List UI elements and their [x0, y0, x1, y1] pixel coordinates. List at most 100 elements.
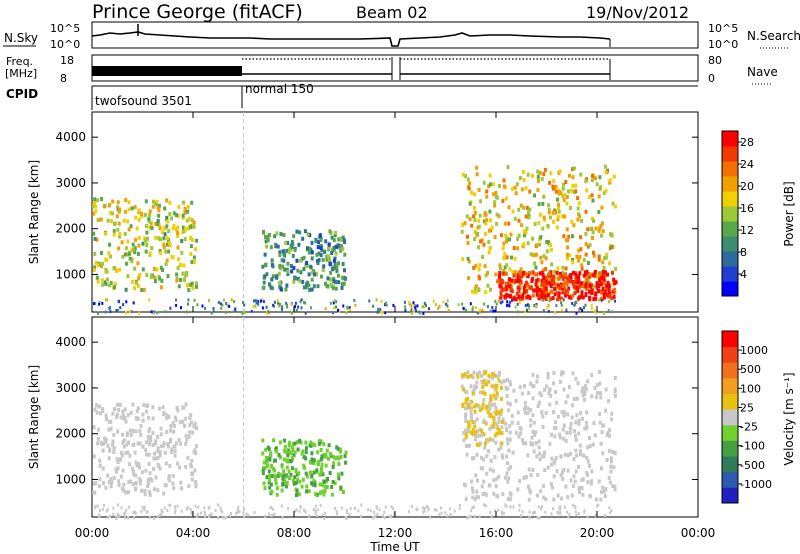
echo-cell — [569, 205, 572, 210]
echo-cell — [270, 277, 274, 282]
echo-cell — [535, 379, 539, 384]
echo-cell — [495, 431, 499, 436]
echo-cell — [360, 503, 363, 507]
echo-cell — [138, 273, 142, 277]
echo-cell — [122, 444, 126, 449]
echo-cell — [323, 517, 326, 520]
echo-cell — [544, 282, 548, 287]
echo-cell — [524, 441, 528, 446]
echo-cell — [107, 427, 111, 432]
echo-cell — [473, 210, 477, 215]
echo-cell — [542, 287, 546, 292]
echo-cell — [512, 273, 516, 278]
echo-cell — [337, 472, 340, 477]
echo-cell — [497, 474, 501, 479]
echo-cell — [287, 450, 291, 455]
x-tick-label: 00:00 — [75, 526, 110, 540]
echo-cell — [556, 414, 560, 419]
colorbar-tick-label: -25 — [740, 421, 758, 434]
echo-cell — [614, 299, 616, 303]
echo-cell — [123, 231, 127, 236]
echo-cell — [158, 466, 162, 471]
echo-cell — [136, 416, 140, 421]
echo-cell — [495, 476, 499, 481]
echo-cell — [116, 512, 119, 516]
echo-cell — [147, 415, 150, 420]
echo-cell — [287, 507, 290, 510]
echo-cell — [177, 204, 181, 209]
echo-cell — [189, 235, 193, 240]
echo-cell — [514, 305, 517, 309]
echo-cell — [482, 418, 486, 423]
echo-cell — [597, 503, 600, 507]
echo-cell — [257, 302, 260, 306]
echo-cell — [306, 246, 309, 251]
echo-cell — [155, 267, 159, 272]
echo-cell — [583, 306, 585, 310]
echo-cell — [105, 298, 108, 302]
echo-cell — [542, 495, 546, 500]
echo-cell — [548, 180, 551, 185]
echo-cell — [96, 279, 100, 284]
echo-cell — [556, 297, 560, 302]
echo-cell — [603, 295, 606, 300]
echo-cell — [163, 450, 167, 455]
echo-cell — [485, 404, 489, 409]
echo-cell — [101, 466, 105, 471]
echo-cell — [156, 311, 159, 315]
echo-cell — [475, 385, 479, 390]
echo-cell — [331, 247, 335, 252]
echo-cell — [584, 287, 588, 291]
echo-cell — [262, 460, 266, 465]
echo-cell — [295, 308, 298, 312]
echo-cell — [606, 280, 610, 285]
echo-cell — [131, 247, 135, 252]
echo-cell — [501, 510, 503, 514]
echo-cell — [561, 271, 565, 275]
echo-cell — [563, 214, 566, 219]
echo-cell — [337, 237, 341, 242]
echo-cell — [475, 306, 477, 309]
echo-cell — [494, 190, 498, 195]
echo-cell — [453, 509, 456, 513]
echo-cell — [308, 514, 311, 518]
echo-cell — [108, 447, 112, 452]
echo-cell — [513, 185, 517, 190]
echo-cell — [310, 277, 314, 282]
echo-cell — [479, 199, 483, 204]
echo-cell — [537, 400, 541, 405]
echo-cell — [489, 398, 493, 403]
echo-cell — [131, 402, 135, 407]
echo-cell — [521, 510, 524, 514]
echo-cell — [547, 203, 551, 208]
echo-cell — [604, 283, 608, 288]
echo-cell — [557, 294, 561, 299]
echo-cell — [494, 484, 498, 489]
echo-cell — [474, 263, 478, 268]
echo-cell — [492, 393, 496, 398]
echo-cell — [158, 249, 162, 254]
echo-cell — [508, 379, 512, 384]
echo-cell — [463, 482, 466, 487]
x-tick-label: 12:00 — [378, 526, 413, 540]
echo-cell — [289, 264, 293, 269]
echo-cell — [498, 263, 502, 268]
echo-cell — [159, 432, 163, 437]
echo-cell — [499, 280, 503, 285]
echo-cell — [307, 283, 311, 288]
echo-cell — [592, 253, 596, 258]
echo-cell — [189, 507, 192, 511]
echo-cell — [161, 267, 164, 272]
echo-cell — [336, 273, 340, 278]
echo-cell — [325, 448, 329, 453]
echo-cell — [584, 284, 588, 289]
echo-cell — [122, 218, 126, 223]
echo-cell — [265, 461, 269, 465]
echo-cell — [500, 285, 504, 290]
echo-cell — [163, 232, 167, 237]
echo-cell — [275, 231, 279, 236]
echo-cell — [268, 478, 271, 483]
echo-cell — [487, 449, 490, 454]
echo-cell — [538, 212, 542, 217]
echo-cell — [538, 289, 542, 294]
